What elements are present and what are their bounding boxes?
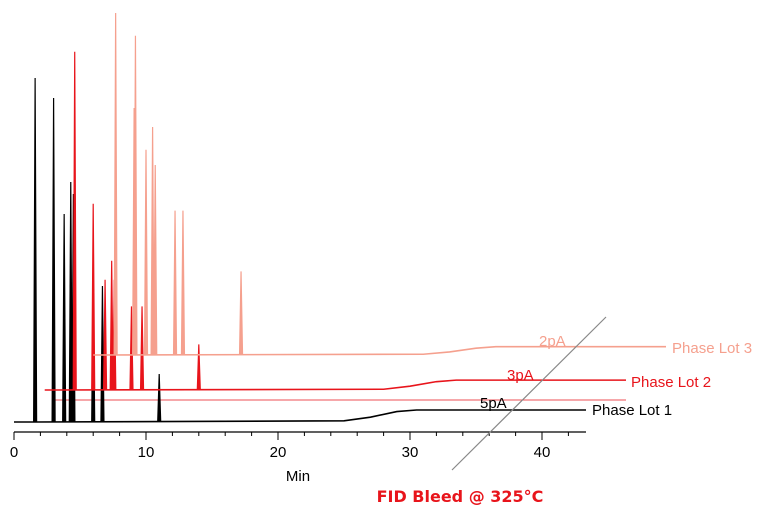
x-tick-label: 20 xyxy=(270,444,287,461)
scale-label: 5pA xyxy=(480,395,507,412)
x-axis-label: Min xyxy=(286,468,310,485)
trace-peak xyxy=(51,97,56,423)
trace-baseline xyxy=(44,379,626,391)
chart-title: FID Bleed @ 325°C xyxy=(377,487,544,506)
x-tick-label: 30 xyxy=(402,444,419,461)
trace-peak xyxy=(91,203,96,391)
x-axis: 0 10 20 30 40 xyxy=(10,431,586,461)
trace-peak xyxy=(72,51,77,391)
x-tick-label: 40 xyxy=(534,444,551,461)
series-label: Phase Lot 1 xyxy=(592,402,672,419)
trace-peak xyxy=(102,279,108,391)
trace-baseline xyxy=(93,345,666,356)
trace-peak xyxy=(180,210,186,356)
series-label: Phase Lot 2 xyxy=(631,374,711,391)
trace-peak xyxy=(109,260,114,391)
trace-peak xyxy=(33,77,38,423)
traces-group: Phase Lot 1 5pA Phase Lot 2 3pA Phase Lot 3 2… xyxy=(14,12,752,423)
trace-peak xyxy=(62,213,67,423)
bleed-diagonal-line xyxy=(451,316,607,471)
trace-peak xyxy=(129,306,134,391)
trace-peak xyxy=(143,149,149,356)
trace-peak xyxy=(172,210,178,356)
scale-label: 3pA xyxy=(507,367,534,384)
trace-peak xyxy=(196,344,201,391)
trace-peak xyxy=(157,373,162,423)
trace-peak xyxy=(238,271,244,356)
x-tick-label: 10 xyxy=(138,444,155,461)
trace-peak xyxy=(139,306,145,391)
trace-peak xyxy=(153,164,158,356)
x-tick-label: 0 xyxy=(10,444,18,461)
trace-peak xyxy=(150,126,155,356)
trace-peak xyxy=(68,181,73,423)
scale-label: 2pA xyxy=(539,333,566,350)
series-label: Phase Lot 3 xyxy=(672,340,752,357)
trace-peak xyxy=(113,12,118,356)
trace-peak xyxy=(132,107,137,356)
